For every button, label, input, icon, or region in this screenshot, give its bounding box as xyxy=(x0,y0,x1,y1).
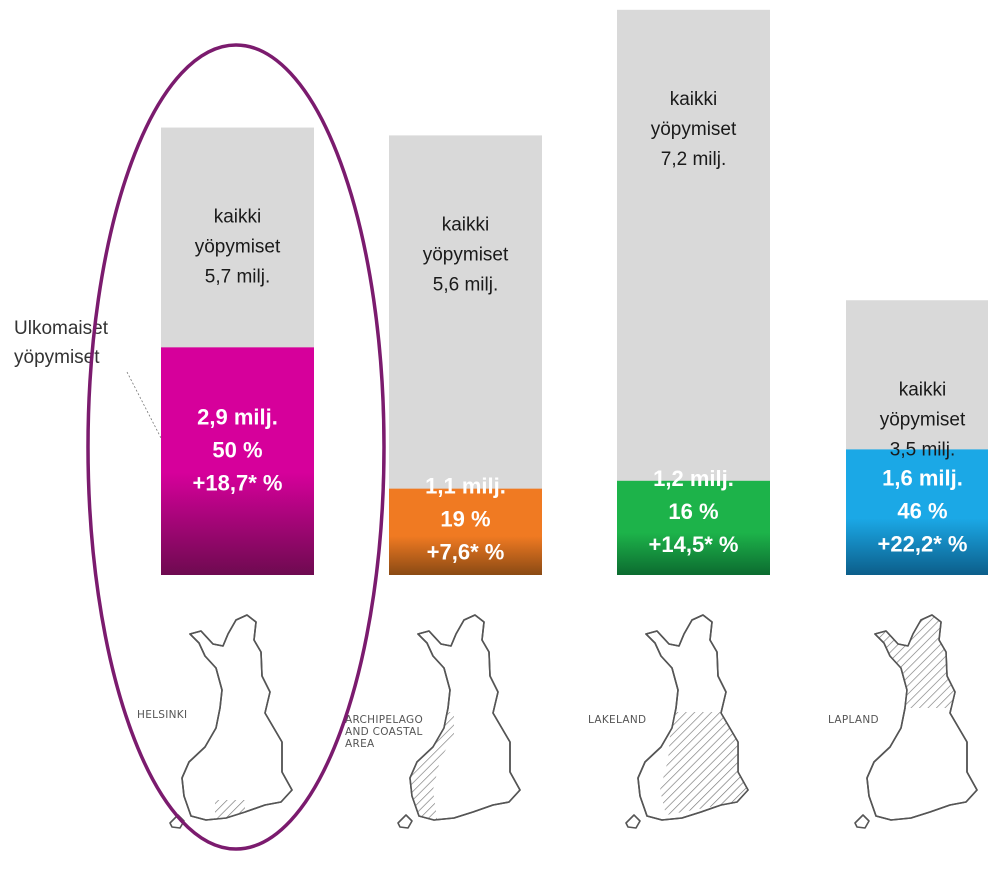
annotation-foreign-label: Ulkomaiset xyxy=(14,318,109,339)
total-label-lapland: yöpymiset xyxy=(880,409,966,430)
region-maps-layer xyxy=(169,614,978,829)
foreign-label-lapland: +22,2* % xyxy=(878,531,968,556)
total-label-lapland: kaikki xyxy=(899,379,947,400)
overlay-layer: Ulkomaiset yöpymiset xyxy=(14,43,386,851)
total-label-lakeland: kaikki xyxy=(670,89,718,110)
total-label-archipelago-and-coastal-area: yöpymiset xyxy=(423,244,509,265)
foreign-label-lakeland: 16 % xyxy=(668,499,718,524)
foreign-label-lapland: 1,6 milj. xyxy=(882,465,963,490)
total-label-lakeland: 7,2 milj. xyxy=(661,149,726,170)
finland-map-lapland xyxy=(854,614,978,829)
total-label-lapland: 3,5 milj. xyxy=(890,439,955,460)
labels-layer: kaikki yöpymiset 5,7 milj. 2,9 milj. 50 % +18… xyxy=(137,89,967,750)
region-label-lakeland: LAKELAND xyxy=(588,714,646,726)
total-label-helsinki: kaikki xyxy=(214,207,262,228)
region-label-archipelago-and-coastal-area: ARCHIPELAGO xyxy=(345,714,423,726)
foreign-label-lakeland: 1,2 milj. xyxy=(653,466,734,491)
bar-foreign-lakeland xyxy=(617,480,770,575)
foreign-label-lapland: 46 % xyxy=(897,498,947,523)
annotation-foreign-label: yöpymiset xyxy=(14,347,100,368)
foreign-label-helsinki: 50 % xyxy=(212,437,262,462)
finland-map-archipelago-and-coastal-area xyxy=(397,614,521,829)
total-label-lakeland: yöpymiset xyxy=(651,119,737,140)
region-label-helsinki: HELSINKI xyxy=(137,709,187,721)
finland-map-lakeland xyxy=(625,614,749,829)
total-label-archipelago-and-coastal-area: 5,6 milj. xyxy=(433,274,498,295)
total-label-helsinki: 5,7 milj. xyxy=(205,267,270,288)
foreign-label-helsinki: 2,9 milj. xyxy=(197,404,278,429)
bar-foreign-lapland xyxy=(846,449,988,575)
foreign-label-lakeland: +14,5* % xyxy=(649,532,739,557)
region-label-archipelago-and-coastal-area: AREA xyxy=(345,738,375,750)
bar-foreign-archipelago-and-coastal-area xyxy=(389,488,542,575)
bar-foreign-helsinki xyxy=(161,347,314,575)
bars-layer xyxy=(161,9,988,576)
total-label-helsinki: yöpymiset xyxy=(195,237,281,258)
annotation-leader-line xyxy=(126,371,162,439)
foreign-label-archipelago-and-coastal-area: +7,6* % xyxy=(427,540,505,565)
region-label-archipelago-and-coastal-area: AND COASTAL xyxy=(345,726,423,738)
total-label-archipelago-and-coastal-area: kaikki xyxy=(442,214,490,235)
region-label-lapland: LAPLAND xyxy=(828,714,879,726)
foreign-label-archipelago-and-coastal-area: 1,1 milj. xyxy=(425,474,506,499)
highlight-ellipse xyxy=(86,43,386,851)
finland-map-helsinki xyxy=(169,614,293,829)
foreign-label-archipelago-and-coastal-area: 19 % xyxy=(440,507,490,532)
foreign-label-helsinki: +18,7* % xyxy=(193,470,283,495)
